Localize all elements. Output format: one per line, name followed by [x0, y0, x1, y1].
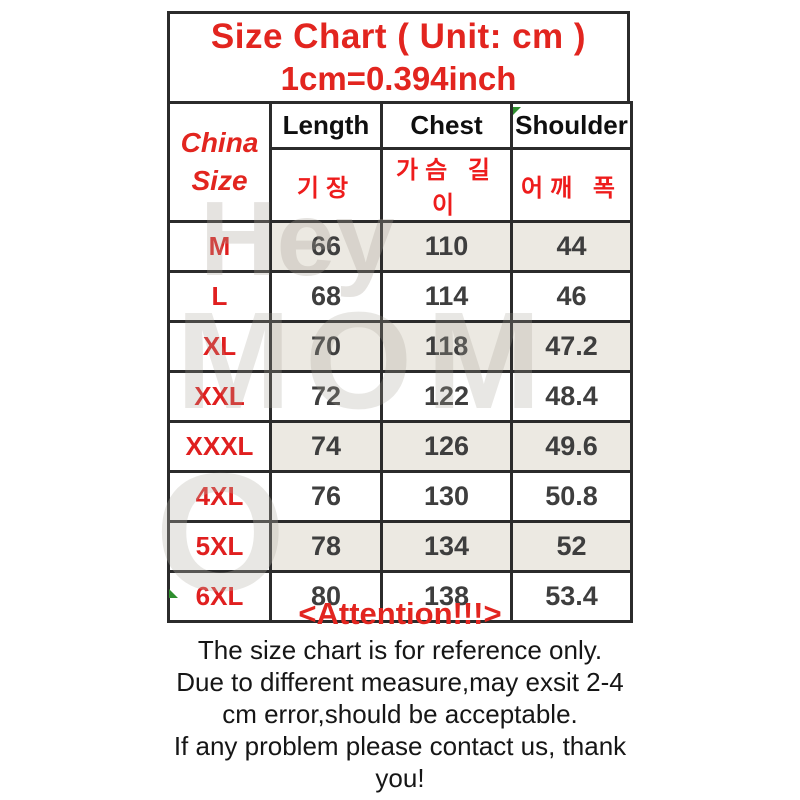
- column-header-length-korean: 기장: [269, 147, 383, 223]
- footer-line: Due to different measure,may exsit 2-4: [176, 667, 624, 697]
- footer-line: you!: [375, 763, 425, 793]
- column-header-length: Length: [269, 101, 383, 150]
- size-label: 4XL: [167, 470, 272, 523]
- chest-value: 130: [380, 470, 513, 523]
- column-header-shoulder: Shoulder: [510, 101, 633, 150]
- header-row-english: China Size Length Chest Shoulder: [167, 101, 633, 223]
- column-header-chest: Chest: [380, 101, 513, 150]
- shoulder-value: 47.2: [510, 320, 633, 373]
- chest-value: 122: [380, 370, 513, 423]
- chest-value: 114: [380, 270, 513, 323]
- shoulder-value: 46: [510, 270, 633, 323]
- shoulder-value: 52: [510, 520, 633, 573]
- attention-heading: <Attention!!!>: [298, 596, 502, 631]
- column-header-chest-korean: 가슴 길이: [380, 147, 513, 223]
- header-row-korean: 기장 가슴 길이 어깨 폭: [169, 147, 633, 223]
- table-row-l: L 68 114 46: [167, 270, 633, 323]
- chest-value: 110: [380, 220, 513, 273]
- corner-header-line1: China: [180, 127, 259, 159]
- table-row-6xl: 6XL 80 138 53.4: [167, 570, 633, 623]
- footer-line: cm error,should be acceptable.: [222, 699, 578, 729]
- chest-value: 126: [380, 420, 513, 473]
- size-label: XXXL: [167, 420, 272, 473]
- length-value: 72: [269, 370, 383, 423]
- column-header-shoulder-korean: 어깨 폭: [510, 147, 633, 223]
- footer-line: If any problem please contact us, thank: [173, 731, 627, 761]
- unit-conversion-note: 1cm=0.394inch: [280, 60, 517, 97]
- table-row-xxl: XXL 72 122 48.4: [167, 370, 633, 423]
- length-value: 78: [269, 520, 383, 573]
- length-value: 70: [269, 320, 383, 373]
- shoulder-value: 48.4: [510, 370, 633, 423]
- table-row-m: M 66 110 44: [167, 220, 633, 273]
- chest-value: 118: [380, 320, 513, 373]
- shoulder-value: 49.6: [510, 420, 633, 473]
- title-box: Size Chart ( Unit: cm ) 1cm=0.394inch: [167, 11, 630, 104]
- size-label: XL: [167, 320, 272, 373]
- size-label: XXL: [167, 370, 272, 423]
- shoulder-value: 44: [510, 220, 633, 273]
- shoulder-value: 53.4: [510, 570, 633, 623]
- shoulder-value: 50.8: [510, 470, 633, 523]
- footer-note: The size chart is for reference only. Du…: [100, 634, 700, 794]
- table-row-xxxl: XXXL 74 126 49.6: [167, 420, 633, 473]
- length-value: 80: [269, 570, 383, 623]
- length-value: 76: [269, 470, 383, 523]
- size-label: L: [167, 270, 272, 323]
- corner-header-line2: Size: [191, 165, 248, 196]
- chest-value: 138: [380, 570, 513, 623]
- table-corner-marker-icon: [169, 589, 178, 598]
- corner-header-china-size: China Size: [167, 101, 272, 223]
- length-value: 66: [269, 220, 383, 273]
- size-label: M: [167, 220, 272, 273]
- size-label: 5XL: [167, 520, 272, 573]
- cell-corner-marker-icon: [513, 107, 521, 115]
- size-table: China Size Length Chest Shoulder 기장 가슴 길…: [167, 101, 633, 623]
- table-row-xl: XL 70 118 47.2: [167, 320, 633, 373]
- size-label: 6XL: [167, 570, 272, 623]
- chest-value: 134: [380, 520, 513, 573]
- footer-line: The size chart is for reference only.: [197, 635, 603, 665]
- length-value: 74: [269, 420, 383, 473]
- length-value: 68: [269, 270, 383, 323]
- table-row-4xl: 4XL 76 130 50.8: [167, 470, 633, 523]
- page-title: Size Chart ( Unit: cm ): [210, 17, 587, 56]
- table-row-5xl: 5XL 78 134 52: [167, 520, 633, 573]
